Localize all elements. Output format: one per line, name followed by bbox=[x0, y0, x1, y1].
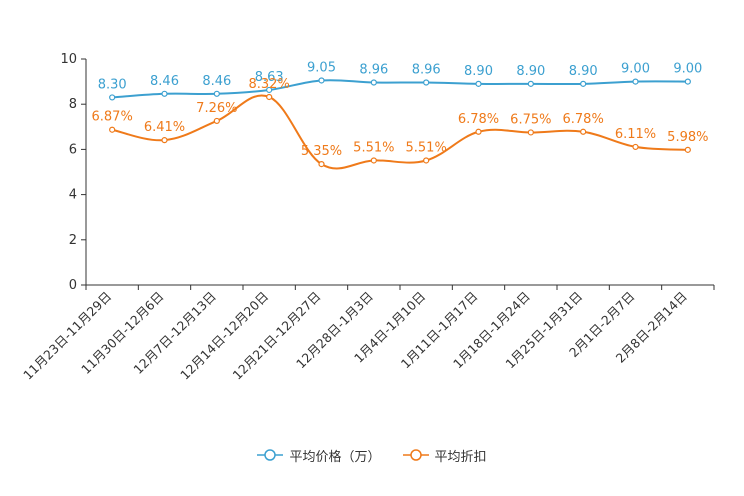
data-label: 8.90 bbox=[464, 64, 493, 79]
data-point bbox=[632, 143, 639, 151]
data-point bbox=[632, 78, 639, 85]
legend-line-circle-icon bbox=[257, 449, 284, 461]
data-label: 8.30 bbox=[98, 77, 127, 92]
data-label: 8.90 bbox=[516, 64, 545, 79]
data-label: 9.00 bbox=[673, 62, 702, 77]
y-tick-label: 2 bbox=[69, 233, 77, 248]
data-point bbox=[527, 129, 534, 136]
data-label: 8.90 bbox=[569, 64, 598, 79]
legend-line-circle-icon bbox=[402, 449, 429, 461]
data-point bbox=[161, 137, 168, 144]
y-tick-label: 0 bbox=[69, 278, 77, 293]
legend-item-price[interactable]: 平均价格（万） bbox=[257, 446, 381, 465]
data-point bbox=[370, 157, 377, 164]
data-point bbox=[475, 128, 482, 135]
data-point bbox=[318, 77, 325, 84]
data-label: 5.35% bbox=[301, 144, 342, 159]
data-point bbox=[266, 93, 273, 101]
legend-label-price: 平均价格（万） bbox=[289, 449, 381, 465]
series-line-price bbox=[112, 79, 688, 99]
data-point bbox=[423, 79, 430, 86]
data-label: 6.78% bbox=[563, 112, 604, 127]
data-point bbox=[475, 80, 482, 87]
data-point bbox=[161, 90, 168, 97]
data-point bbox=[684, 146, 691, 153]
data-point bbox=[213, 90, 220, 97]
data-point bbox=[318, 160, 325, 168]
y-tick-label: 10 bbox=[60, 52, 77, 67]
data-point bbox=[580, 128, 587, 135]
chart-legend: 平均价格（万） 平均折扣 bbox=[0, 443, 744, 467]
data-label: 5.51% bbox=[353, 140, 394, 155]
data-label: 8.46 bbox=[150, 74, 179, 89]
x-tick-label: 12月21日-12月27日 bbox=[229, 289, 323, 383]
data-label: 6.11% bbox=[615, 127, 656, 142]
data-label: 9.00 bbox=[621, 62, 650, 77]
data-point bbox=[266, 86, 273, 94]
data-point bbox=[684, 78, 691, 85]
data-label: 8.96 bbox=[412, 63, 441, 78]
data-point bbox=[423, 157, 430, 164]
y-tick-label: 8 bbox=[69, 97, 77, 112]
data-label: 6.41% bbox=[144, 120, 185, 135]
data-label: 8.63 bbox=[255, 70, 284, 85]
data-point bbox=[580, 80, 587, 87]
data-point bbox=[370, 79, 377, 86]
data-label: 9.05 bbox=[307, 60, 336, 75]
data-label: 8.96 bbox=[359, 63, 388, 78]
data-label: 5.98% bbox=[667, 130, 708, 145]
data-point bbox=[109, 126, 116, 133]
y-tick-label: 6 bbox=[69, 142, 77, 157]
data-label: 5.51% bbox=[406, 140, 447, 155]
data-label: 7.26% bbox=[196, 101, 237, 116]
data-label: 6.87% bbox=[92, 110, 133, 125]
legend-item-discount[interactable]: 平均折扣 bbox=[402, 446, 487, 465]
legend-label-discount: 平均折扣 bbox=[434, 449, 487, 465]
data-point bbox=[527, 80, 534, 87]
data-label: 8.46 bbox=[202, 74, 231, 89]
data-label: 8.32% bbox=[249, 77, 290, 92]
data-point bbox=[213, 117, 220, 125]
data-point bbox=[109, 94, 116, 101]
x-tick-label: 12月14日-12月20日 bbox=[177, 289, 271, 383]
data-label: 6.75% bbox=[510, 112, 551, 127]
y-tick-label: 4 bbox=[69, 188, 77, 203]
data-label: 6.78% bbox=[458, 112, 499, 127]
x-tick-label: 11月23日-11月29日 bbox=[20, 289, 114, 383]
